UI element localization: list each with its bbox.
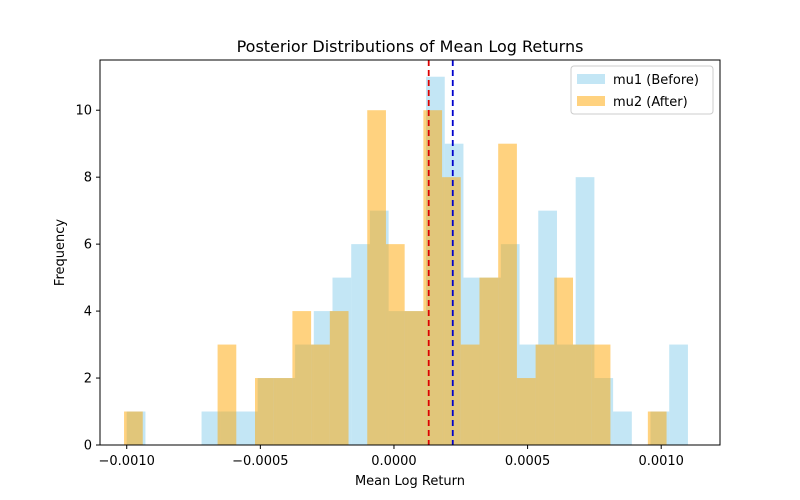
x-axis-label: Mean Log Return <box>355 474 465 489</box>
histogram-bar <box>351 244 370 445</box>
histogram-bar <box>669 344 688 445</box>
y-axis-ticks: 0 2 4 6 8 10 <box>75 104 100 454</box>
x-axis-ticks: −0.0010 −0.0005 0.0000 0.0005 0.0010 <box>99 445 684 469</box>
y-tick-label: 0 <box>84 439 92 454</box>
histogram-bar <box>498 143 517 445</box>
histogram-bar <box>311 344 330 445</box>
histogram-bar <box>554 277 574 445</box>
histogram-bar <box>573 344 592 445</box>
legend-swatch <box>577 74 605 84</box>
histogram-bar <box>516 378 536 445</box>
histogram-bar <box>442 177 461 445</box>
histogram-bar <box>124 411 143 445</box>
x-tick-label: −0.0005 <box>232 454 288 469</box>
histogram-bar <box>535 344 555 445</box>
x-tick-label: 0.0005 <box>505 454 551 469</box>
legend: mu1 (Before) mu2 (After) <box>570 65 714 115</box>
y-axis-label: Frequency <box>53 219 68 286</box>
y-tick-label: 6 <box>84 238 92 253</box>
histogram-bar <box>273 378 293 445</box>
legend-swatch <box>577 96 605 106</box>
legend-box <box>570 65 714 115</box>
histogram-bar <box>479 277 499 445</box>
histogram-bar <box>613 411 632 445</box>
y-tick-label: 4 <box>84 305 92 320</box>
histogram-bar <box>423 110 443 445</box>
histogram-bar <box>329 311 349 445</box>
histogram-bar <box>367 110 386 445</box>
histogram-bar <box>238 411 258 445</box>
legend-label: mu1 (Before) <box>613 73 699 88</box>
chart-title: Posterior Distributions of Mean Log Retu… <box>237 37 584 56</box>
mean-lines-layer <box>427 60 454 445</box>
histogram-bar <box>385 244 405 445</box>
bars-layer <box>124 76 688 445</box>
histogram-bar <box>255 378 274 445</box>
histogram-bar <box>460 344 480 445</box>
x-tick-label: 0.0000 <box>371 454 417 469</box>
y-tick-label: 8 <box>84 171 92 186</box>
histogram-bar <box>217 344 237 445</box>
histogram-bar <box>404 311 424 445</box>
histogram-bar <box>591 344 611 445</box>
y-tick-label: 10 <box>75 104 92 119</box>
x-tick-label: 0.0010 <box>638 454 684 469</box>
legend-label: mu2 (After) <box>613 95 688 110</box>
histogram-bar <box>647 411 667 445</box>
histogram-bar <box>292 311 312 445</box>
histogram-bar <box>201 411 221 445</box>
y-tick-label: 2 <box>84 372 92 387</box>
plot-frame <box>99 59 721 446</box>
x-tick-label: −0.0010 <box>99 454 155 469</box>
